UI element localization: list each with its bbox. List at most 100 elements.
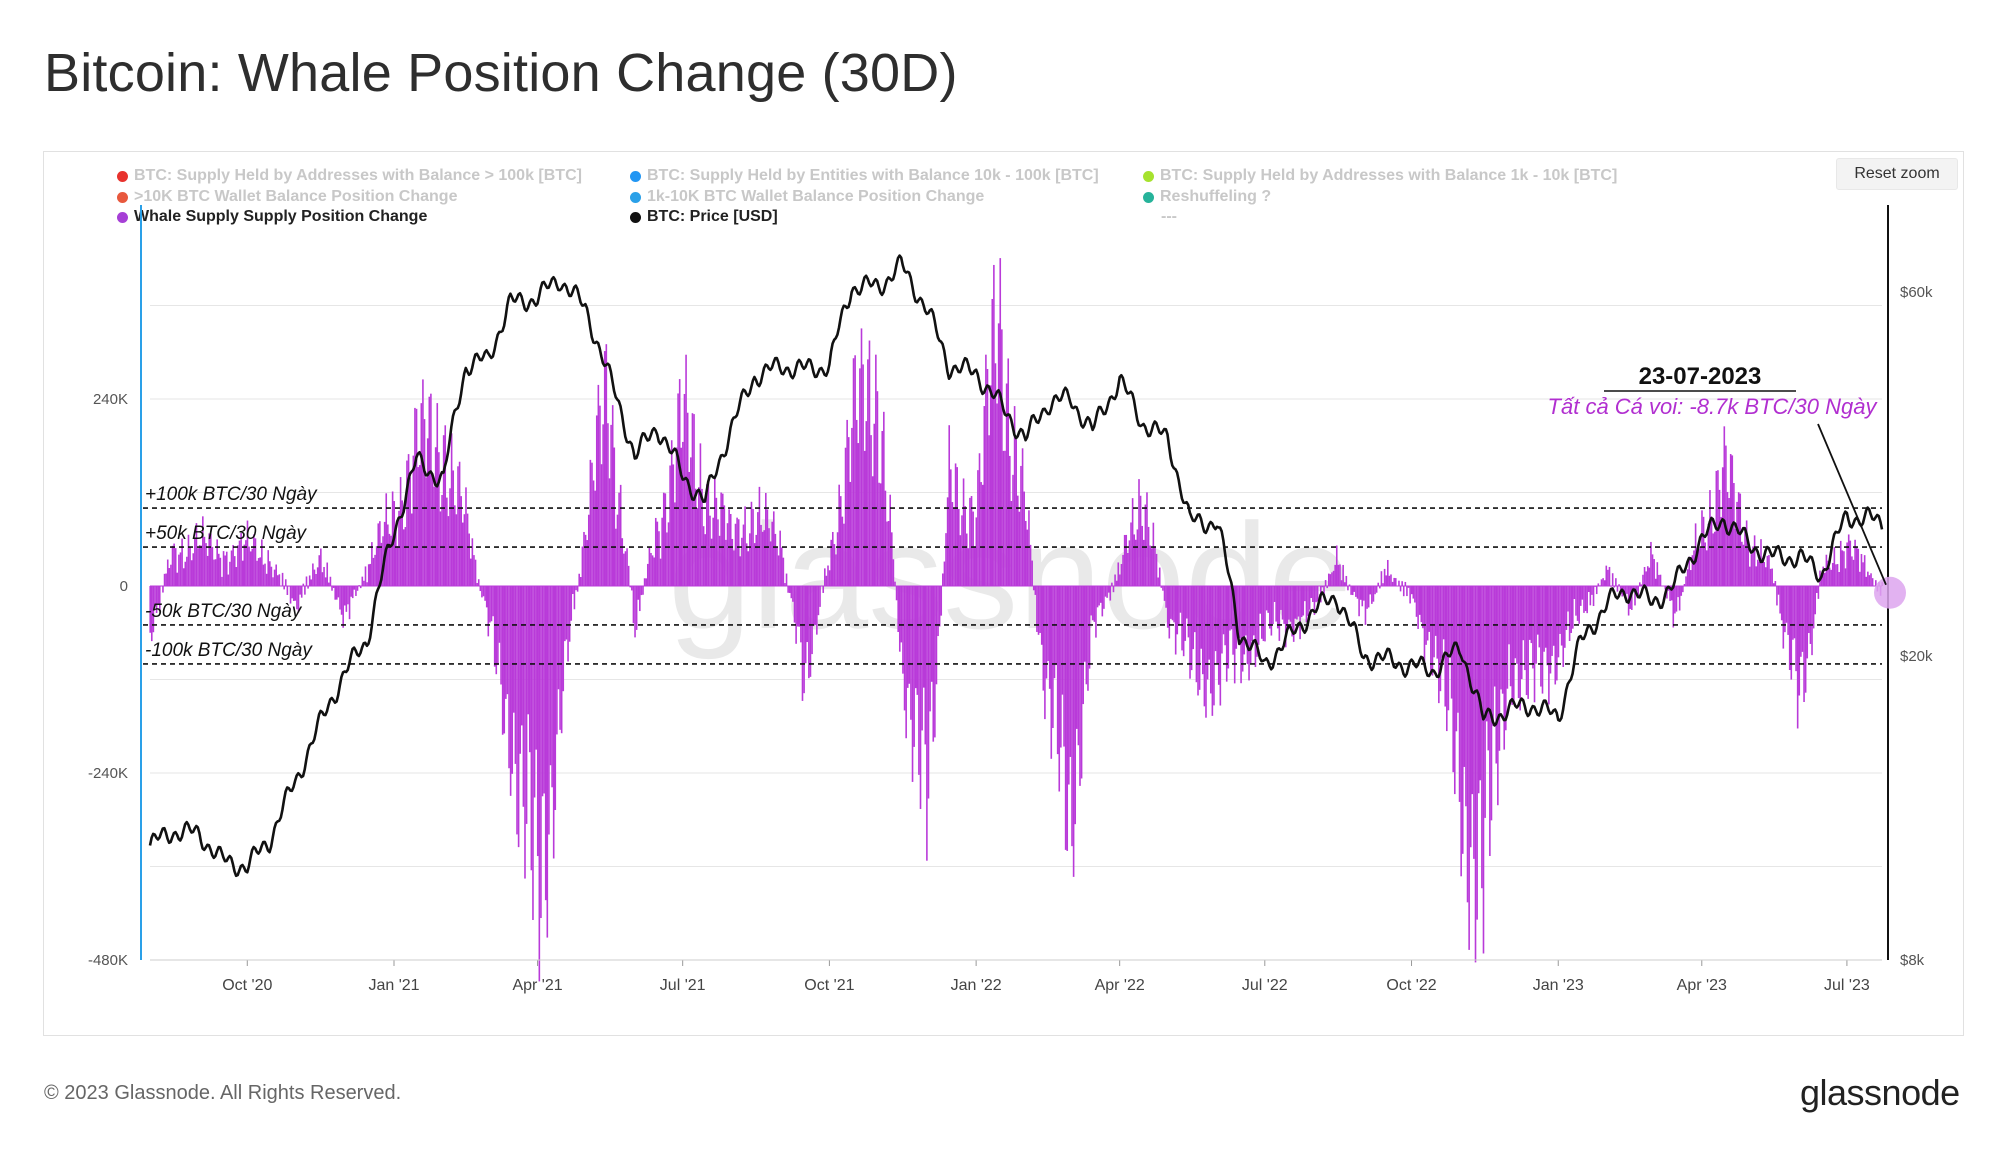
- whale-bar: [967, 548, 970, 586]
- whale-bar: [1672, 586, 1675, 628]
- whale-bar: [276, 575, 279, 586]
- whale-bar: [1021, 448, 1024, 586]
- whale-bar: [996, 403, 998, 586]
- whale-bar: [1417, 586, 1419, 629]
- whale-bar: [852, 358, 855, 586]
- whale-bar: [1477, 586, 1480, 794]
- whale-bar: [1761, 558, 1764, 586]
- whale-bar: [1104, 586, 1107, 597]
- whale-bar: [607, 423, 609, 586]
- whale-bar: [1481, 586, 1483, 889]
- whale-bar: [1339, 564, 1341, 586]
- whale-bar: [1535, 586, 1537, 664]
- reset-zoom-button[interactable]: Reset zoom: [1836, 158, 1958, 190]
- whale-bar: [291, 586, 293, 599]
- legend-item-1k-10k-change[interactable]: 1k-10K BTC Wallet Balance Position Chang…: [630, 188, 984, 206]
- whale-bar: [828, 570, 831, 586]
- whale-bar: [774, 533, 777, 586]
- whale-bar: [1509, 586, 1512, 687]
- whale-bar: [1827, 560, 1829, 586]
- whale-bar: [1473, 586, 1475, 859]
- whale-bar: [1103, 586, 1105, 609]
- whale-bar: [701, 488, 703, 586]
- whale-bar: [1645, 571, 1647, 586]
- whale-bar: [1355, 586, 1357, 597]
- whale-bar: [1123, 534, 1126, 586]
- whale-bar: [230, 550, 233, 586]
- whale-bar: [532, 586, 534, 920]
- whale-bar: [804, 586, 807, 664]
- whale-bar: [627, 565, 630, 586]
- whale-bar: [910, 586, 912, 720]
- whale-bar: [1289, 586, 1292, 622]
- bars-layer: [149, 258, 1883, 982]
- whale-bar: [1658, 574, 1660, 586]
- whale-bar: [186, 556, 188, 586]
- whale-bar: [922, 586, 925, 688]
- legend-item-reshuffeling[interactable]: Reshuffeling ?: [1143, 188, 1271, 206]
- whale-bar: [747, 551, 750, 586]
- whale-bar: [1433, 586, 1435, 658]
- whale-bar: [1567, 586, 1569, 612]
- whale-bar: [560, 586, 563, 734]
- whale-bar: [355, 586, 357, 596]
- whale-bar: [988, 435, 990, 586]
- legend-item-10k-change[interactable]: >10K BTC Wallet Balance Position Change: [117, 188, 457, 206]
- whale-bar: [1809, 586, 1812, 644]
- whale-bar: [682, 441, 684, 586]
- whale-bar: [1693, 550, 1695, 586]
- whale-bar: [272, 577, 274, 586]
- whale-bar: [1632, 586, 1635, 591]
- whale-bar: [237, 545, 239, 586]
- whale-bar: [458, 461, 461, 586]
- y-right-tick-label: $20k: [1900, 648, 1933, 665]
- legend-item-btc-price[interactable]: BTC: Price [USD]: [630, 208, 778, 226]
- whale-bar: [699, 443, 702, 586]
- whale-bar: [1163, 586, 1166, 601]
- whale-bar: [973, 546, 976, 586]
- whale-bar: [731, 538, 734, 586]
- whale-bar: [364, 566, 367, 586]
- whale-bar: [1600, 579, 1603, 586]
- whale-bar: [1741, 541, 1743, 586]
- whale-bar: [1040, 586, 1043, 645]
- whale-bar: [1833, 547, 1836, 586]
- whale-bar: [500, 586, 502, 685]
- whale-bar: [473, 555, 475, 586]
- whale-bar: [1273, 586, 1276, 602]
- whale-bar: [1131, 498, 1134, 586]
- legend-item-supply-1k-10k[interactable]: BTC: Supply Held by Addresses with Balan…: [1143, 167, 1617, 185]
- legend-item-supply-100k[interactable]: BTC: Supply Held by Addresses with Balan…: [117, 167, 582, 185]
- whale-bar: [980, 482, 982, 586]
- whale-bar: [1474, 586, 1477, 963]
- whale-bar: [527, 586, 529, 715]
- whale-bar: [1583, 586, 1585, 613]
- whale-bar: [849, 481, 852, 586]
- reference-label: +50k BTC/30 Ngày: [145, 523, 308, 544]
- whale-bar: [363, 580, 365, 586]
- whale-bar: [736, 517, 738, 586]
- whale-bar: [420, 403, 423, 586]
- whale-bar: [1152, 522, 1155, 586]
- whale-bar: [477, 579, 480, 586]
- whale-bar: [1034, 586, 1037, 595]
- whale-bar: [198, 545, 201, 586]
- whale-bar: [350, 586, 352, 597]
- whale-bar: [809, 586, 812, 677]
- whale-bar: [769, 541, 772, 586]
- legend-item-whale-change[interactable]: Whale Supply Supply Position Change: [117, 208, 427, 226]
- legend-item-supply-10k-100k[interactable]: BTC: Supply Held by Entities with Balanc…: [630, 167, 1099, 185]
- whale-bar: [575, 586, 577, 591]
- whale-bar: [505, 586, 507, 699]
- whale-bar: [619, 484, 622, 586]
- whale-bar: [390, 535, 392, 586]
- whale-bar: [1071, 586, 1073, 847]
- whale-bar: [765, 492, 767, 586]
- whale-bar: [723, 505, 726, 586]
- whale-bar: [465, 487, 467, 586]
- whale-bar: [1602, 578, 1604, 586]
- whale-bar: [489, 586, 491, 623]
- whale-bar: [589, 459, 592, 586]
- whale-bar: [246, 520, 249, 586]
- whale-bar: [1820, 575, 1823, 586]
